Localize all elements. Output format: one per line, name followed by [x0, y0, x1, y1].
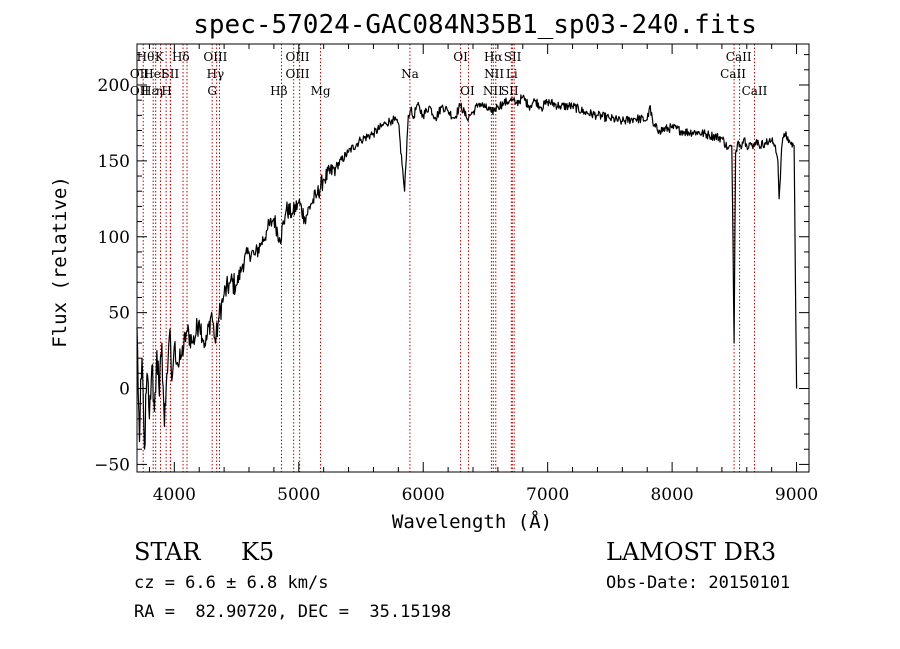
line-label-r2-4: G	[207, 84, 217, 98]
line-label-r2-7: OI	[460, 84, 475, 98]
line-label-r1-5: Na	[401, 67, 419, 81]
y-tick-label--50: −50	[94, 455, 130, 475]
x-tick-labels: 4000 5000 6000 7000 8000 9000	[153, 485, 818, 505]
y-tick-label-150: 150	[98, 152, 130, 172]
x-tick-label-6000: 6000	[402, 485, 445, 505]
x-tick-label-4000: 4000	[153, 485, 196, 505]
line-label-r2-2: η	[156, 84, 163, 98]
x-tick-label-5000: 5000	[277, 485, 320, 505]
spectrum-series-line	[136, 94, 798, 450]
line-label-r1-8: CaII	[720, 67, 746, 81]
line-label-r1-2: SII	[161, 67, 179, 81]
coordinates-text: RA = 82.90720, DEC = 35.15198	[134, 602, 452, 622]
line-label-r1-0: OII	[130, 67, 150, 81]
spectral-lines	[142, 44, 755, 472]
survey-label: LAMOST DR3	[606, 538, 777, 566]
subclass-label: K5	[241, 538, 275, 566]
line-label-r0-7: SII	[504, 50, 522, 64]
x-axis-label: Wavelength (Å)	[392, 510, 552, 533]
class-label: STAR	[134, 538, 201, 566]
y-tick-labels: −50 0 50 100 150 200	[94, 76, 130, 475]
y-tick-label-100: 100	[98, 228, 130, 248]
line-label-r1-4: OIII	[286, 67, 310, 81]
line-label-r0-0: Hθ	[137, 50, 155, 64]
line-label-r0-2: Hδ	[172, 50, 190, 64]
y-tick-label-200: 200	[98, 76, 130, 96]
line-label-r1-3: Hγ	[207, 67, 225, 81]
y-tick-label-0: 0	[119, 380, 130, 400]
line-label-r1-6: NII	[484, 67, 504, 81]
redshift-text: cz = 6.6 ± 6.8 km/s	[134, 573, 329, 593]
line-label-r2-6: Mg	[311, 84, 331, 98]
line-label-r0-4: OIII	[286, 50, 310, 64]
line-label-r2-5: Hβ	[270, 84, 287, 98]
line-label-r0-6: Hα	[484, 50, 503, 64]
line-label-r0-5: OI	[453, 50, 468, 64]
obs-date-text: Obs-Date: 20150101	[606, 573, 791, 593]
chart-title: spec-57024-GAC084N35B1_sp03-240.fits	[193, 10, 757, 40]
x-tick-label-9000: 9000	[775, 485, 818, 505]
line-label-r2-1: Hε	[141, 84, 158, 98]
x-tick-label-8000: 8000	[650, 485, 693, 505]
line-label-r0-3: OIII	[203, 50, 227, 64]
line-label-r1-1: HeI	[143, 67, 166, 81]
y-axis-label: Flux (relative)	[49, 176, 71, 348]
line-label-r2-9: SII	[501, 84, 519, 98]
axis-ticks	[137, 44, 809, 472]
plot-frame	[136, 43, 810, 473]
line-label-r2-0: OII	[130, 84, 150, 98]
line-label-r2-10: CaII	[742, 84, 768, 98]
line-label-r2-3: H	[161, 84, 171, 98]
line-label-r0-8: CaII	[726, 50, 752, 64]
y-tick-label-50: 50	[108, 304, 130, 324]
line-label-r1-7: Li	[506, 67, 518, 81]
line-label-r0-1: K	[155, 50, 165, 64]
x-tick-label-7000: 7000	[526, 485, 569, 505]
line-label-r2-8: NII	[483, 84, 503, 98]
